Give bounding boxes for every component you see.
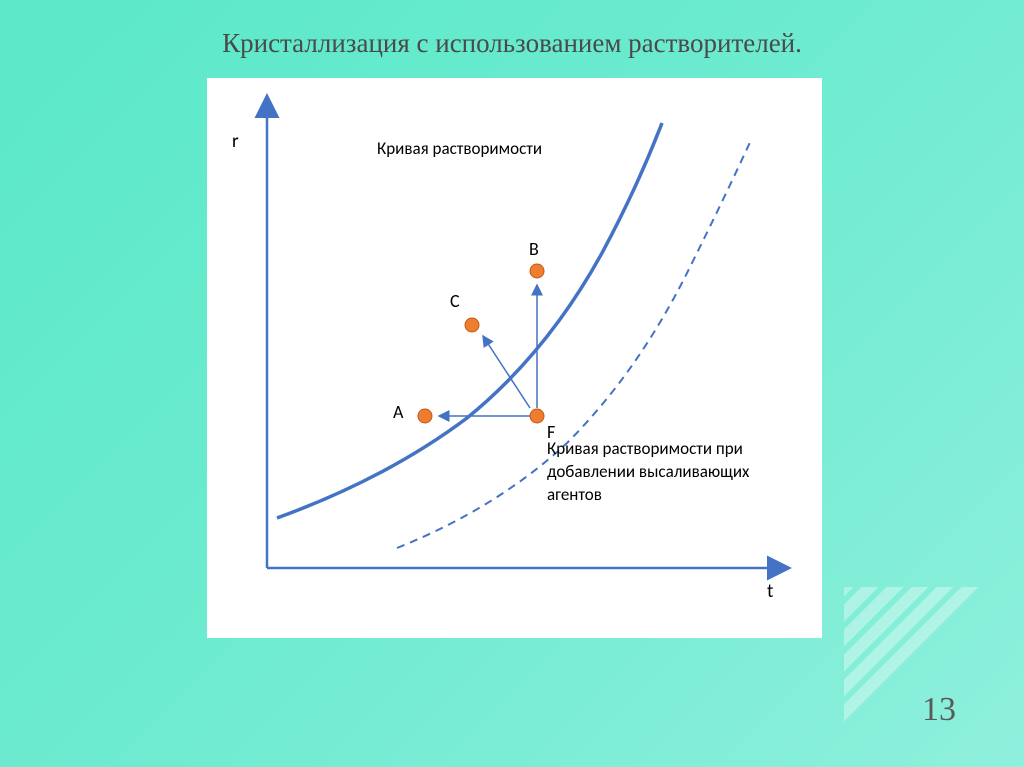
corner-decoration xyxy=(844,587,1024,767)
point-f xyxy=(530,409,544,423)
chart-svg xyxy=(207,78,822,638)
point-f-label: F xyxy=(547,421,555,443)
point-c-label: C xyxy=(450,290,460,312)
page-number: 13 xyxy=(922,691,956,729)
x-axis-label: t xyxy=(767,580,773,603)
point-a xyxy=(418,409,432,423)
solid-curve-label: Кривая растворимости xyxy=(377,138,542,159)
y-axis-label: r xyxy=(232,130,239,153)
point-b-label: B xyxy=(529,238,539,260)
point-c xyxy=(465,318,479,332)
chart-area: Кривая растворимости Кривая растворимост… xyxy=(207,78,822,638)
slide-title: Кристаллизация с использованием раствори… xyxy=(0,28,1024,59)
point-a-label: A xyxy=(393,401,403,423)
dashed-curve-label: Кривая растворимости при добавлении выса… xyxy=(547,438,807,507)
point-b xyxy=(530,264,544,278)
